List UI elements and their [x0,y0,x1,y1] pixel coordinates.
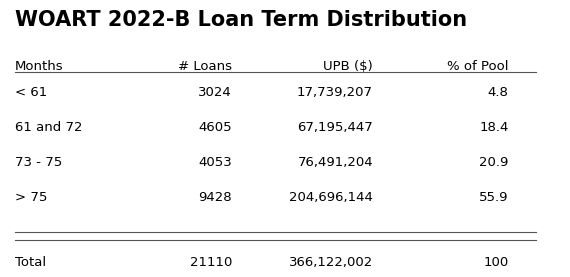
Text: 4053: 4053 [198,156,232,169]
Text: WOART 2022-B Loan Term Distribution: WOART 2022-B Loan Term Distribution [15,10,467,30]
Text: 21110: 21110 [190,257,232,270]
Text: 3024: 3024 [198,86,232,99]
Text: 366,122,002: 366,122,002 [289,257,373,270]
Text: 18.4: 18.4 [479,121,508,134]
Text: # Loans: # Loans [178,60,232,73]
Text: > 75: > 75 [15,191,47,204]
Text: 9428: 9428 [198,191,232,204]
Text: 55.9: 55.9 [479,191,508,204]
Text: Total: Total [15,257,46,270]
Text: UPB ($): UPB ($) [323,60,373,73]
Text: 76,491,204: 76,491,204 [298,156,373,169]
Text: 20.9: 20.9 [479,156,508,169]
Text: 73 - 75: 73 - 75 [15,156,62,169]
Text: Months: Months [15,60,64,73]
Text: 61 and 72: 61 and 72 [15,121,83,134]
Text: 67,195,447: 67,195,447 [298,121,373,134]
Text: 17,739,207: 17,739,207 [297,86,373,99]
Text: 204,696,144: 204,696,144 [289,191,373,204]
Text: 100: 100 [483,257,508,270]
Text: 4605: 4605 [198,121,232,134]
Text: 4.8: 4.8 [488,86,508,99]
Text: < 61: < 61 [15,86,47,99]
Text: % of Pool: % of Pool [447,60,508,73]
